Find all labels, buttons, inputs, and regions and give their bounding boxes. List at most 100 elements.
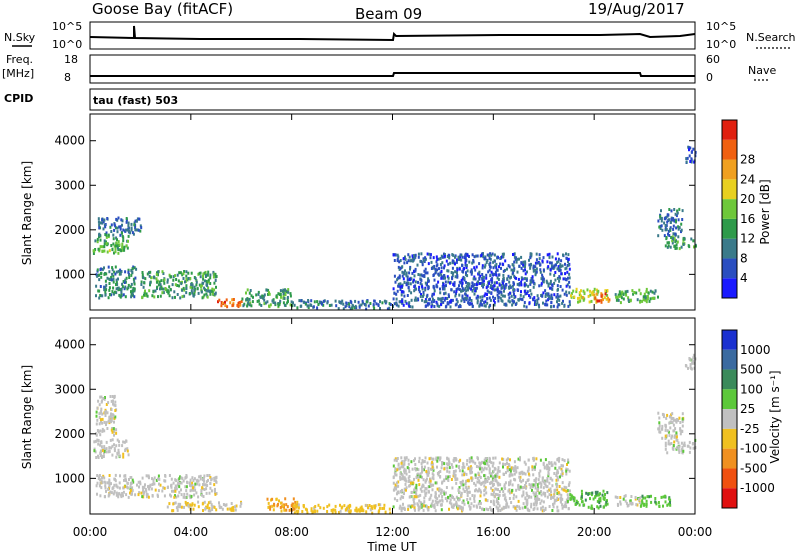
echo-cell <box>166 280 169 284</box>
echo-cell <box>133 221 136 225</box>
echo-cell <box>664 224 667 227</box>
echo-cell <box>460 281 462 285</box>
echo-cell <box>437 280 440 284</box>
echo-cell <box>203 500 206 504</box>
echo-cell <box>523 289 526 293</box>
echo-cell <box>292 502 295 506</box>
echo-cell <box>157 477 159 481</box>
echo-cell <box>396 468 399 472</box>
echo-cell <box>520 480 523 484</box>
echo-cell <box>100 407 103 411</box>
echo-cell <box>659 214 662 218</box>
echo-cell <box>99 452 102 456</box>
echo-region <box>392 456 571 513</box>
power-marks <box>92 145 697 311</box>
echo-cell <box>525 283 528 287</box>
echo-cell <box>524 497 527 501</box>
echo-cell <box>98 289 101 293</box>
echo-cell <box>188 292 191 295</box>
echo-cell <box>623 495 626 498</box>
echo-cell <box>680 228 683 232</box>
echo-cell <box>495 268 498 272</box>
echo-cell <box>519 456 521 460</box>
echo-cell <box>137 480 140 484</box>
echo-cell <box>399 475 402 479</box>
echo-cell <box>115 493 118 497</box>
echo-cell <box>282 301 285 305</box>
echo-cell <box>544 508 547 511</box>
echo-cell <box>408 301 411 305</box>
echo-cell <box>144 277 147 281</box>
y-tick-label: 3000 <box>54 382 85 396</box>
echo-cell <box>201 281 204 285</box>
echo-cell <box>669 503 672 507</box>
echo-cell <box>108 474 111 477</box>
echo-cell <box>541 294 544 298</box>
colorbar-tick-label: -100 <box>740 442 767 456</box>
echo-cell <box>190 488 193 492</box>
echo-cell <box>195 280 198 284</box>
echo-cell <box>364 303 367 307</box>
echo-cell <box>507 299 510 303</box>
echo-cell <box>455 292 457 296</box>
echo-cell <box>423 465 426 469</box>
echo-cell <box>466 490 469 494</box>
echo-cell <box>267 501 270 505</box>
echo-cell <box>477 465 480 469</box>
echo-cell <box>145 292 148 296</box>
echo-cell <box>288 508 291 512</box>
echo-cell <box>438 267 440 271</box>
echo-cell <box>502 252 505 256</box>
echo-cell <box>666 503 669 507</box>
echo-cell <box>98 273 101 277</box>
echo-cell <box>450 271 453 274</box>
velocity-plot-background <box>90 318 695 514</box>
echo-cell <box>94 248 97 251</box>
echo-cell <box>399 472 402 476</box>
echo-cell <box>405 282 408 286</box>
echo-cell <box>635 503 638 507</box>
echo-cell <box>225 298 228 302</box>
echo-cell <box>214 492 217 496</box>
echo-cell <box>450 288 453 292</box>
echo-cell <box>378 509 381 513</box>
echo-cell <box>692 239 695 243</box>
echo-cell <box>691 361 694 365</box>
echo-cell <box>436 503 439 507</box>
echo-cell <box>471 470 473 474</box>
echo-cell <box>205 279 208 283</box>
echo-cell <box>379 300 381 304</box>
echo-cell <box>658 424 661 428</box>
echo-cell <box>638 501 641 505</box>
echo-cell <box>209 476 212 479</box>
echo-cell <box>479 295 482 299</box>
echo-cell <box>667 442 670 446</box>
echo-cell <box>536 294 539 298</box>
echo-cell <box>494 476 497 480</box>
echo-cell <box>471 302 473 306</box>
echo-cell <box>422 478 425 482</box>
echo-cell <box>617 298 620 302</box>
echo-cell <box>414 284 417 288</box>
echo-cell <box>683 443 686 447</box>
echo-cell <box>187 277 190 280</box>
echo-cell <box>100 267 102 271</box>
echo-cell <box>486 289 489 293</box>
echo-cell <box>469 507 472 511</box>
echo-cell <box>668 421 671 425</box>
echo-cell <box>118 243 121 247</box>
echo-cell <box>496 276 499 280</box>
echo-cell <box>397 480 400 484</box>
echo-cell <box>553 488 556 492</box>
echo-cell <box>131 292 134 296</box>
echo-cell <box>488 305 491 309</box>
echo-cell <box>556 488 559 492</box>
echo-cell <box>268 304 270 308</box>
echo-cell <box>507 264 510 268</box>
echo-cell <box>114 272 117 276</box>
echo-cell <box>554 257 557 261</box>
echo-cell <box>674 418 677 422</box>
echo-cell <box>95 410 98 414</box>
echo-cell <box>130 282 133 286</box>
echo-cell <box>408 304 411 308</box>
